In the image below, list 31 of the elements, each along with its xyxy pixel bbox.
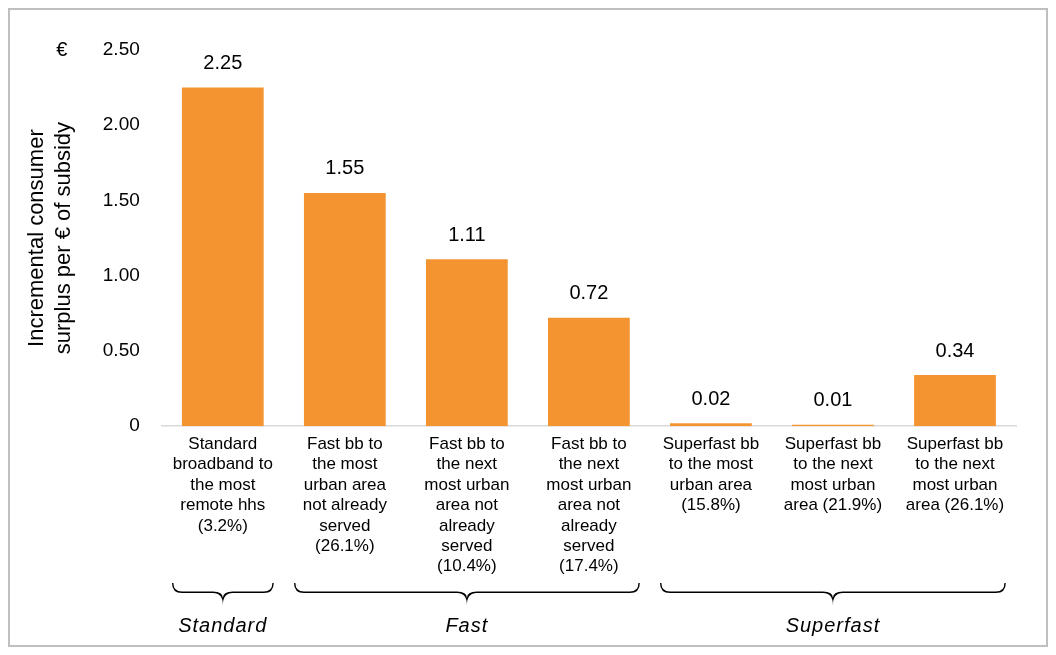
x-tick-label: Fast bb to the next most urban area not already served (10.4%) xyxy=(424,434,510,576)
text: Superfast xyxy=(784,614,882,637)
bar xyxy=(425,259,508,427)
y-tick-label: 2.00 xyxy=(102,113,140,135)
x-tick-label: Superfast bb to the next most urban area (21.9%) xyxy=(783,434,883,515)
data-label: 1.11 xyxy=(448,222,486,245)
y-tick-label: 1.50 xyxy=(102,188,140,210)
bar xyxy=(670,423,752,427)
x-tick-label: Fast bb to the next most urban area not already served (17.4%) xyxy=(546,434,632,576)
y-axis-title: Incremental consumer surplus per € of subsidy xyxy=(23,121,75,355)
y-tick-label: 1.00 xyxy=(102,263,140,285)
x-tick-label: Superfast bb to the most urban area (15.8%) xyxy=(662,434,760,515)
y-tick-label: 0.50 xyxy=(102,339,140,361)
data-label: 0.02 xyxy=(691,386,731,409)
data-label: 2.25 xyxy=(203,51,243,74)
data-label: 1.55 xyxy=(325,156,365,179)
text: Fast xyxy=(444,614,490,637)
x-tick-label: Fast bb to the most urban area not already served (26.1%) xyxy=(302,434,388,556)
data-label: 0.01 xyxy=(813,388,853,411)
data-label: 0.72 xyxy=(569,281,609,304)
data-label: 0.34 xyxy=(935,338,975,361)
text: € xyxy=(56,37,68,60)
x-tick-label: Superfast bb to the next most urban area (26.1%) xyxy=(905,434,1005,515)
text: Standard xyxy=(177,614,269,637)
x-tick-label: Standard broadband to the most remote hhs (3.2%) xyxy=(172,434,273,535)
bar xyxy=(303,192,386,427)
bar xyxy=(548,317,630,427)
y-tick-label: 0 xyxy=(129,414,140,436)
bar xyxy=(181,87,264,427)
bar xyxy=(914,375,996,427)
y-tick-label: 2.50 xyxy=(102,38,140,60)
